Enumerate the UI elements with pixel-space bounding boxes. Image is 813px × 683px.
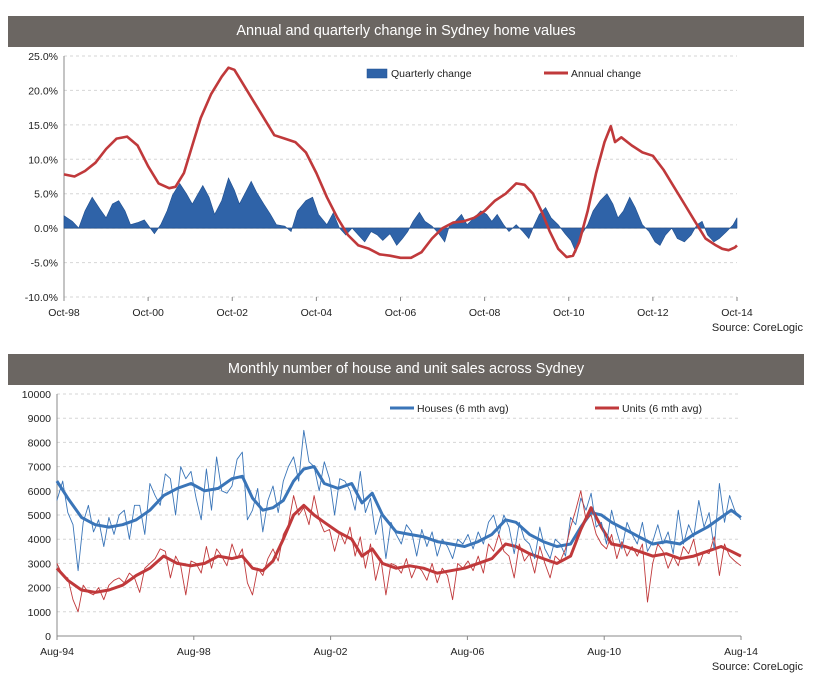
chart1-series-1-line <box>63 66 738 260</box>
chart1-x-tick-label: Oct-06 <box>385 307 417 319</box>
chart2-y-tick-label: 10000 <box>22 389 51 401</box>
chart1-title: Annual and quarterly change in Sydney ho… <box>8 16 804 47</box>
chart2-y-tick-label: 4000 <box>28 534 52 546</box>
chart1-y-tick-label: 5.0% <box>34 189 58 201</box>
chart1-legend-swatch <box>366 68 388 79</box>
chart1-x-tick-label: Oct-98 <box>48 307 80 319</box>
chart1-x-tick-label: Oct-12 <box>637 307 669 319</box>
chart2-y-tick-label: 3000 <box>28 558 52 570</box>
chart2-y-tick-label: 9000 <box>28 413 52 425</box>
chart2-x-tick-label: Aug-98 <box>177 646 211 658</box>
chart1-series-0-area <box>63 177 738 254</box>
chart1-legend-label: Annual change <box>571 68 641 80</box>
chart1-x-tick-label: Oct-00 <box>132 307 164 319</box>
chart1-x-tick-label: Oct-14 <box>721 307 753 319</box>
chart2-legend-label: Houses (6 mth avg) <box>417 403 509 415</box>
chart1-x-tick-label: Oct-04 <box>301 307 333 319</box>
chart2-y-tick-label: 0 <box>45 631 51 643</box>
chart2-y-tick-label: 5000 <box>28 510 52 522</box>
chart1-y-tick-label: 20.0% <box>28 85 58 97</box>
chart2-y-tick-label: 7000 <box>28 462 52 474</box>
chart2-x-tick-label: Aug-14 <box>724 646 758 658</box>
chart2-y-tick-label: 2000 <box>28 583 52 595</box>
chart1-y-tick-label: 15.0% <box>28 120 58 132</box>
chart1-x-tick-label: Oct-02 <box>216 307 248 319</box>
chart2-series-1-line <box>55 503 742 594</box>
chart2-series-2-line <box>56 429 742 572</box>
chart2-source: Source: CoreLogic <box>711 661 803 673</box>
chart1-y-tick-label: -10.0% <box>25 292 58 304</box>
chart2-legend-label: Units (6 mth avg) <box>622 403 702 415</box>
chart1-source: Source: CoreLogic <box>711 322 803 334</box>
chart2-y-tick-label: 1000 <box>28 607 52 619</box>
chart2-series-0-line <box>55 465 742 548</box>
chart2-x-tick-label: Aug-06 <box>450 646 484 658</box>
chart2-y-tick-label: 6000 <box>28 486 52 498</box>
chart2-series-3-line <box>56 490 742 613</box>
chart2-x-tick-label: Aug-02 <box>314 646 348 658</box>
chart1-y-tick-label: -5.0% <box>31 258 58 270</box>
chart1-x-tick-label: Oct-10 <box>553 307 585 319</box>
chart1-y-tick-label: 25.0% <box>28 51 58 63</box>
chart2-x-tick-label: Aug-94 <box>40 646 74 658</box>
chart2-title: Monthly number of house and unit sales a… <box>8 354 804 385</box>
chart1-y-tick-label: 10.0% <box>28 154 58 166</box>
chart1-legend-label: Quarterly change <box>391 68 472 80</box>
chart1-x-tick-label: Oct-08 <box>469 307 501 319</box>
chart2-x-tick-label: Aug-10 <box>587 646 621 658</box>
chart1-y-tick-label: 0.0% <box>34 223 58 235</box>
chart2-y-tick-label: 8000 <box>28 437 52 449</box>
